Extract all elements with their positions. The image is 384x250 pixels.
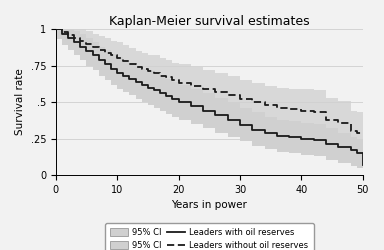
X-axis label: Years in power: Years in power (171, 200, 247, 210)
Title: Kaplan-Meier survival estimates: Kaplan-Meier survival estimates (109, 15, 310, 28)
Legend: 95% CI, 95% CI, Leaders with oil reserves, Leaders without oil reserves: 95% CI, 95% CI, Leaders with oil reserve… (105, 223, 314, 250)
Y-axis label: Survival rate: Survival rate (15, 69, 25, 136)
